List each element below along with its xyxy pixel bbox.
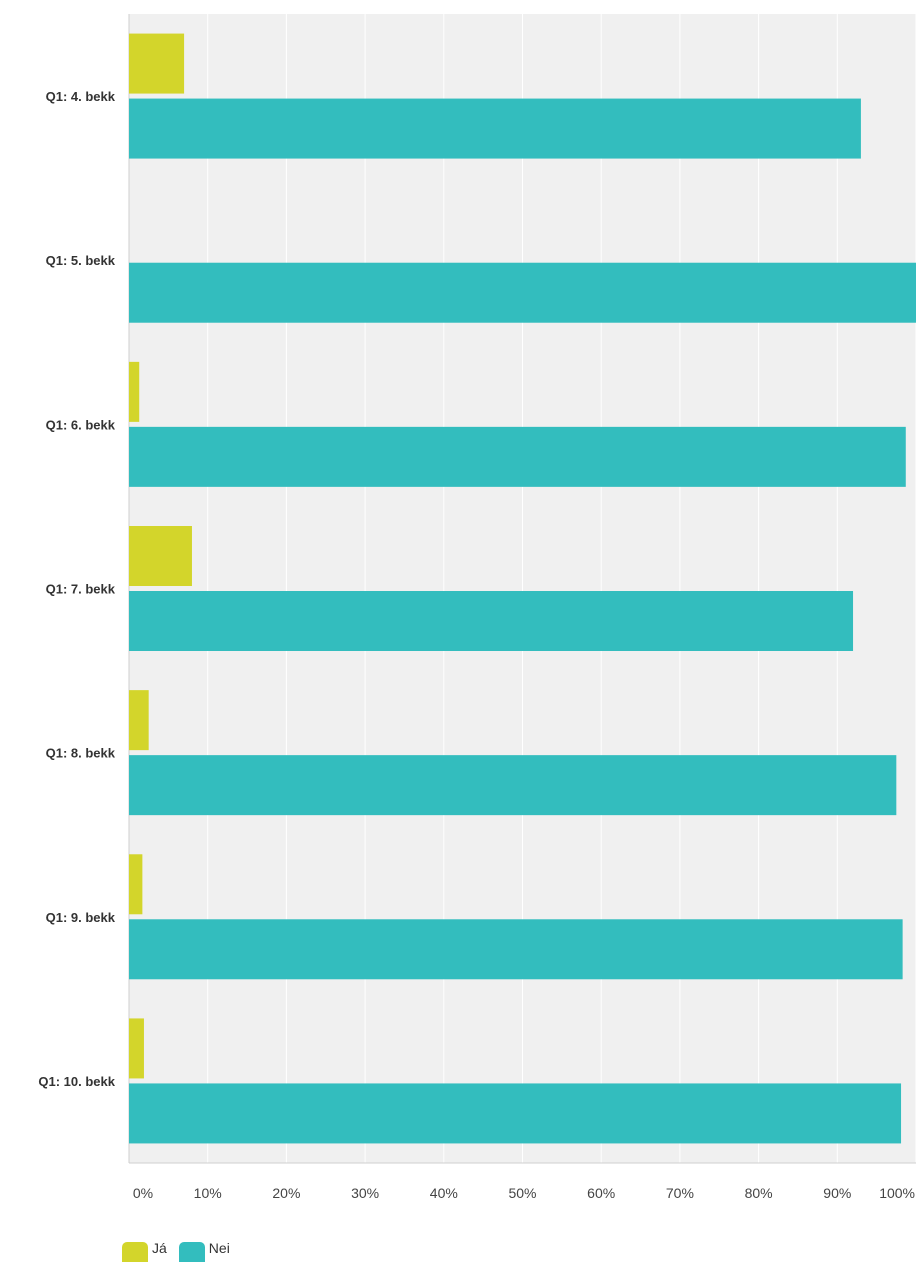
legend-label-nei: Nei [208,1240,230,1256]
x-tick-label: 60% [587,1185,615,1201]
x-tick-label: 10% [194,1185,222,1201]
bar-nei [129,755,897,816]
x-tick-label: 0% [133,1185,153,1201]
x-tick-label: 30% [351,1185,379,1201]
category-label: Q1: 9. bekk [46,910,116,925]
category-label: Q1: 7. bekk [46,582,116,597]
bar-nei [129,426,906,487]
bar-nei [129,98,861,159]
bar-nei [129,919,903,980]
legend-swatch-ja [122,1242,148,1262]
tick-labels: 0% 10% 20% 30% 40% 50% 60% 70% 80% 90% 100% [133,1185,915,1201]
category-label: Q1: 4. bekk [46,89,116,104]
legend-label-ja: Já [152,1240,167,1256]
legend-swatch-nei [178,1242,205,1262]
bar-ja [129,690,149,751]
category-label: Q1: 8. bekk [46,746,116,761]
x-tick-label: 100% [879,1185,915,1201]
bar-ja [129,33,185,94]
bar-ja [129,361,140,422]
bar-ja [129,1018,144,1079]
bar-nei [129,262,916,323]
legend: Já Nei [122,1240,230,1262]
category-label: Q1: 6. bekk [46,417,116,432]
bar-ja [129,526,192,586]
x-tick-label: 40% [430,1185,458,1201]
bar-ja [129,854,143,915]
x-tick-label: 90% [823,1185,851,1201]
category-label: Q1: 10. bekk [38,1074,115,1089]
x-tick-label: 80% [745,1185,773,1201]
x-tick-label: 20% [272,1185,300,1201]
x-tick-label: 70% [666,1185,694,1201]
legend-item-ja: Já [122,1240,167,1262]
bar-nei [129,1083,902,1144]
bars [129,33,916,1144]
x-tick-label: 50% [508,1185,536,1201]
category-label: Q1: 5. bekk [46,253,116,268]
legend-item-nei: Nei [178,1240,230,1262]
bar-nei [129,591,854,651]
category-labels: Q1: 4. bekk Q1: 5. bekk Q1: 6. bekk Q1: 7. … [38,89,115,1089]
